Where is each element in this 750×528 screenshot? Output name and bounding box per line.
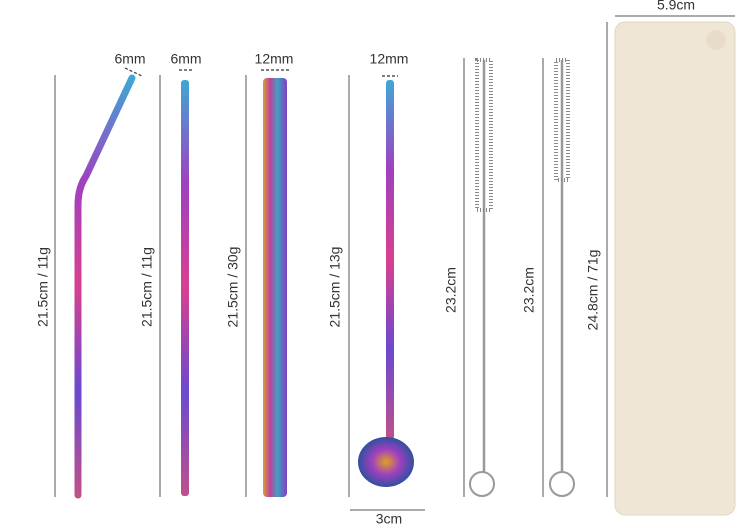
length-label: 21.5cm / 13g — [327, 247, 343, 328]
straight-straw — [181, 80, 189, 496]
brush — [549, 58, 575, 497]
width-label: 5.9cm — [657, 0, 695, 13]
length-label: 24.8cm / 71g — [585, 250, 601, 331]
wide-straw — [263, 78, 287, 497]
width-label: 6mm — [170, 51, 201, 67]
length-label: 23.2cm — [521, 267, 537, 313]
spoon — [358, 437, 414, 487]
width-label: 12mm — [370, 51, 409, 67]
case — [614, 21, 736, 516]
spoon-label: 3cm — [376, 511, 402, 527]
length-label: 21.5cm / 30g — [225, 247, 241, 328]
products — [74, 21, 736, 516]
width-label: 12mm — [255, 51, 294, 67]
length-label: 21.5cm / 11g — [139, 247, 155, 327]
length-label: 21.5cm / 11g — [35, 247, 51, 327]
bent-straw — [74, 74, 136, 499]
spoon-straw — [386, 80, 394, 440]
width-label: 6mm — [114, 51, 145, 67]
dimension-lines — [54, 15, 735, 511]
length-label: 23.2cm — [443, 267, 459, 313]
brush — [469, 58, 495, 497]
